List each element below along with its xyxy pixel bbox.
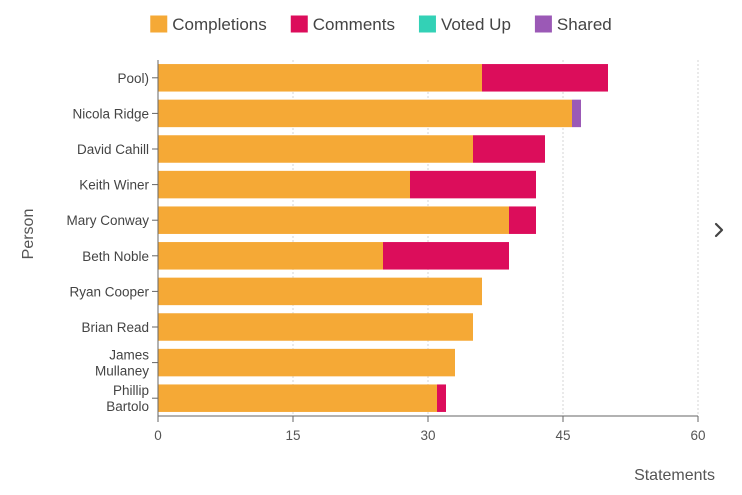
legend-swatch-completions — [150, 15, 168, 33]
bar-phillip-bartolo-completions[interactable] — [158, 384, 437, 412]
bar-mary-conway-comments[interactable] — [509, 206, 536, 234]
bar-mary-conway-completions[interactable] — [158, 206, 509, 234]
legend-item-comments[interactable]: Comments — [290, 15, 395, 34]
next-chart-button[interactable] — [706, 216, 732, 244]
legend-label-comments: Comments — [313, 15, 395, 34]
bar-beth-noble-completions[interactable] — [158, 242, 383, 270]
y-axis-title: Person — [20, 209, 37, 260]
legend-label-shared: Shared — [557, 15, 612, 34]
category-label-beth-noble: Beth Noble — [82, 249, 149, 264]
bar-keith-winer-comments[interactable] — [410, 170, 536, 199]
legend-item-completions[interactable]: Completions — [150, 15, 267, 34]
category-label-mary-conway: Mary Conway — [66, 213, 149, 228]
bar-james-mullaney-completions[interactable] — [158, 348, 455, 377]
x-tick-label-30: 30 — [420, 428, 435, 443]
legend: Completions Comments Voted Up Shared — [150, 15, 612, 34]
category-label-david-cahill: David Cahill — [77, 142, 149, 157]
category-labels: Pool) Nicola Ridge David Cahill Keith Winer… — [66, 71, 149, 414]
legend-label-completions: Completions — [172, 15, 267, 34]
bar-ryan-cooper-completions[interactable] — [158, 277, 482, 306]
bar-brian-read-completions[interactable] — [158, 313, 473, 341]
axes — [152, 60, 699, 422]
x-tick-label-60: 60 — [690, 428, 705, 443]
bar-david-cahill-comments[interactable] — [473, 135, 545, 163]
bar-david-cahill-completions[interactable] — [158, 135, 473, 163]
x-axis-title: Statements — [634, 467, 715, 484]
bar-nicola-ridge-completions[interactable] — [158, 99, 572, 128]
category-label-pool: Pool) — [117, 71, 149, 86]
category-label-brian-read: Brian Read — [81, 320, 149, 335]
bars — [158, 64, 608, 412]
legend-swatch-comments — [290, 15, 308, 33]
bar-beth-noble-comments[interactable] — [383, 242, 509, 270]
legend-item-voted-up[interactable]: Voted Up — [418, 15, 511, 34]
legend-item-shared[interactable]: Shared — [534, 15, 612, 34]
bar-nicola-ridge-shared[interactable] — [572, 99, 581, 128]
category-label-phillip-bartolo: Phillip Bartolo — [106, 383, 149, 414]
category-label-james-mullaney: James Mullaney — [95, 348, 149, 379]
x-tick-label-15: 15 — [285, 428, 300, 443]
bar-pool-comments[interactable] — [482, 64, 608, 92]
x-tick-label-45: 45 — [555, 428, 570, 443]
legend-label-voted-up: Voted Up — [441, 15, 511, 34]
bar-pool-completions[interactable] — [158, 64, 482, 92]
x-tick-labels: 0 15 30 45 60 — [154, 428, 705, 443]
legend-swatch-shared — [534, 15, 552, 33]
category-label-ryan-cooper: Ryan Cooper — [69, 284, 149, 299]
bar-keith-winer-completions[interactable] — [158, 170, 410, 199]
category-label-keith-winer: Keith Winer — [79, 178, 149, 193]
legend-swatch-voted-up — [418, 15, 436, 33]
x-tick-label-0: 0 — [154, 428, 162, 443]
category-label-nicola-ridge: Nicola Ridge — [72, 106, 149, 121]
chevron-right-icon — [714, 222, 724, 238]
bar-phillip-bartolo-comments[interactable] — [437, 384, 446, 412]
